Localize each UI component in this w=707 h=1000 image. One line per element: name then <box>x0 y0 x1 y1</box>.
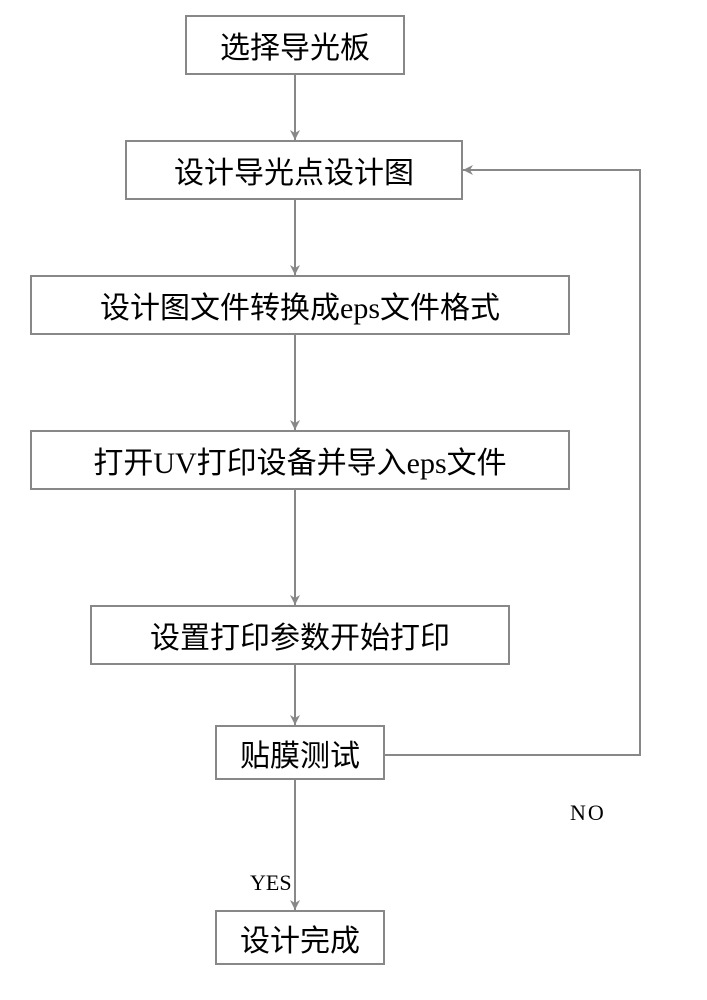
flow-node-design-done: 设计完成 <box>215 910 385 965</box>
flow-node-set-params-print: 设置打印参数开始打印 <box>90 605 510 665</box>
flow-node-design-dots: 设计导光点设计图 <box>125 140 463 200</box>
node-label: 选择导光板 <box>220 23 370 67</box>
node-label: 设计导光点设计图 <box>174 148 414 192</box>
node-label: 贴膜测试 <box>240 731 360 775</box>
edge-label-yes: YES <box>250 870 292 896</box>
node-label: 设计完成 <box>240 916 360 960</box>
node-label: 设计图文件转换成eps文件格式 <box>100 283 500 327</box>
flow-node-select-lgp: 选择导光板 <box>185 15 405 75</box>
edge-label-no: NO <box>570 800 606 826</box>
node-label: 设置打印参数开始打印 <box>150 613 450 657</box>
node-label: 打开UV打印设备并导入eps文件 <box>93 438 506 482</box>
flow-node-film-test: 贴膜测试 <box>215 725 385 780</box>
flow-node-convert-eps: 设计图文件转换成eps文件格式 <box>30 275 570 335</box>
flow-node-open-uv-import: 打开UV打印设备并导入eps文件 <box>30 430 570 490</box>
